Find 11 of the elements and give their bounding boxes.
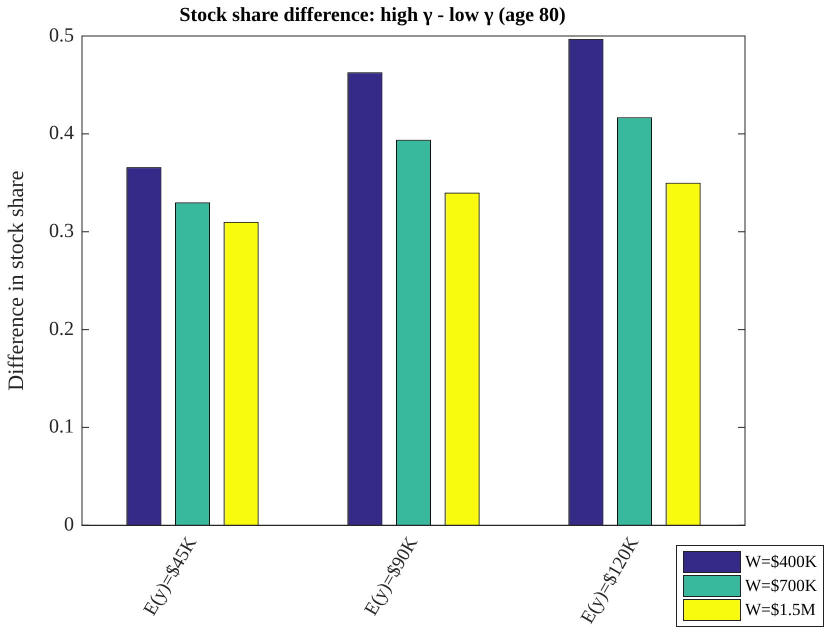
y-tick-label: 0.1: [49, 416, 74, 438]
y-tick-label: 0.3: [49, 220, 74, 242]
legend-label: W=$1.5M: [745, 600, 816, 620]
legend-label: W=$400K: [745, 552, 817, 572]
chart-title: Stock share difference: high γ - low γ (age 80): [179, 4, 566, 26]
y-tick-label: 0.4: [49, 122, 74, 144]
y-tick-label: 0: [64, 514, 74, 536]
legend-label: W=$700K: [745, 576, 817, 596]
y-tick-label: 0.2: [49, 318, 74, 340]
y-tick-label: 0.5: [49, 24, 74, 46]
y-axis-title: Difference in stock share: [2, 170, 28, 391]
